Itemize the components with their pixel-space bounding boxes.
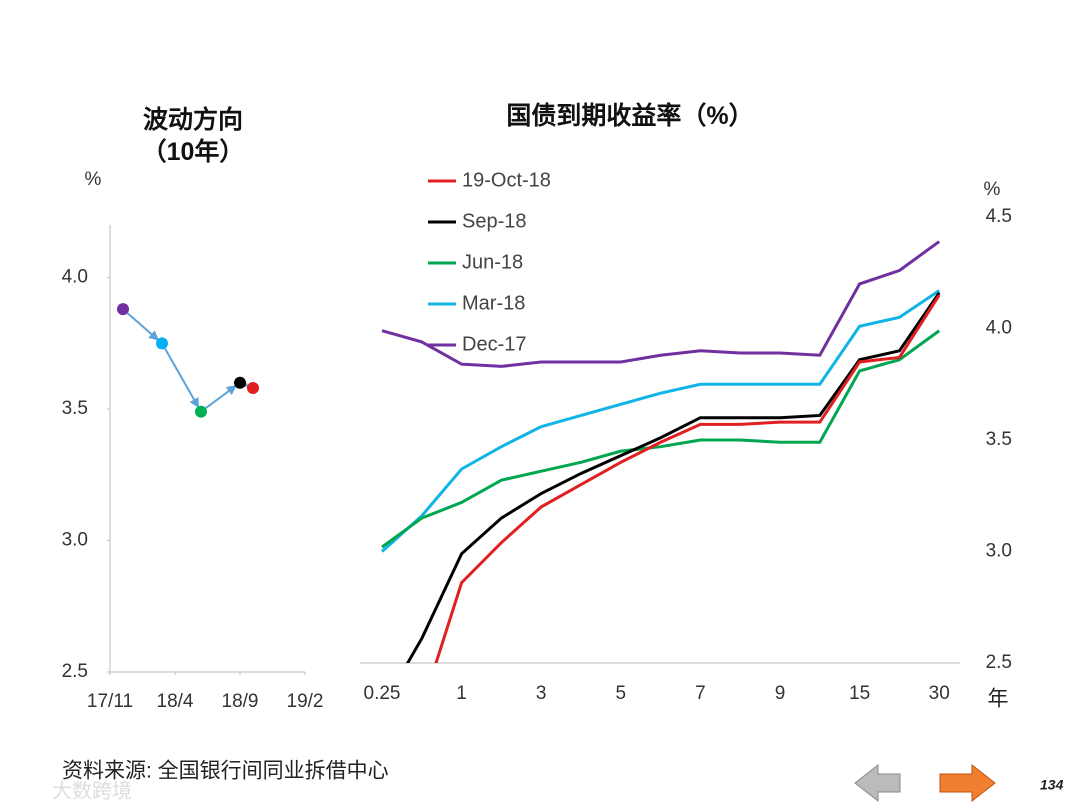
legend-label: Dec-17 [462, 333, 526, 355]
x-tick-label: 19/2 [287, 691, 324, 712]
arrow [238, 378, 250, 388]
y-axis-label: % [85, 169, 102, 190]
point [195, 405, 207, 418]
y-tick-label: 4.0 [62, 267, 88, 288]
arrow [164, 348, 200, 409]
page-number: 134 [1040, 777, 1064, 793]
x-tick-label: 15 [849, 683, 870, 704]
series-line [380, 289, 941, 553]
legend-label: Mar-18 [462, 292, 525, 314]
right-title: 国债到期收益率（%） [506, 102, 754, 130]
left-title: 波动方向（10年） [141, 106, 245, 166]
x-tick-label: 17/11 [87, 691, 133, 712]
y-tick-label: 4.5 [986, 206, 1012, 227]
series-line [434, 294, 941, 663]
legend-label: 19-Oct-18 [462, 169, 551, 191]
y-tick-label: 2.5 [986, 652, 1012, 673]
plot [380, 240, 941, 663]
x-tick-label: 30 [929, 683, 950, 704]
y-tick-label: 4.0 [986, 318, 1012, 339]
prev-arrow[interactable] [854, 763, 901, 803]
source: 资料来源: 全国银行间同业拆借中心 [62, 760, 389, 783]
y-tick-label: 3.5 [62, 398, 88, 419]
y-axis-label: % [984, 179, 1001, 200]
series-line [381, 329, 941, 549]
x-tick-label: 5 [616, 683, 627, 704]
x-axis-label: 年 [988, 688, 1009, 711]
point [247, 382, 259, 395]
point [156, 337, 168, 350]
x-tick-label: 3 [536, 683, 547, 704]
x-tick-label: 18/9 [222, 691, 259, 712]
x-tick-label: 0.25 [364, 683, 401, 704]
y-tick-label: 3.0 [986, 541, 1012, 562]
x-tick-label: 18/4 [157, 691, 194, 712]
next-arrow[interactable] [939, 763, 996, 803]
arrow [126, 312, 159, 341]
y-tick-label: 3.5 [986, 429, 1012, 450]
x-tick-label: 9 [775, 683, 786, 704]
legend-label: Jun-18 [462, 251, 523, 273]
series-line [381, 240, 941, 368]
x-tick-label: 1 [456, 683, 467, 704]
point [117, 303, 129, 316]
x-tick-label: 7 [695, 683, 706, 704]
legend-label: Sep-18 [462, 210, 527, 232]
watermark: 大数跨境 [52, 779, 132, 802]
point [234, 376, 246, 389]
series-line [405, 291, 941, 663]
arrow [205, 385, 237, 409]
y-tick-label: 2.5 [62, 661, 88, 682]
y-tick-label: 3.0 [62, 530, 88, 551]
